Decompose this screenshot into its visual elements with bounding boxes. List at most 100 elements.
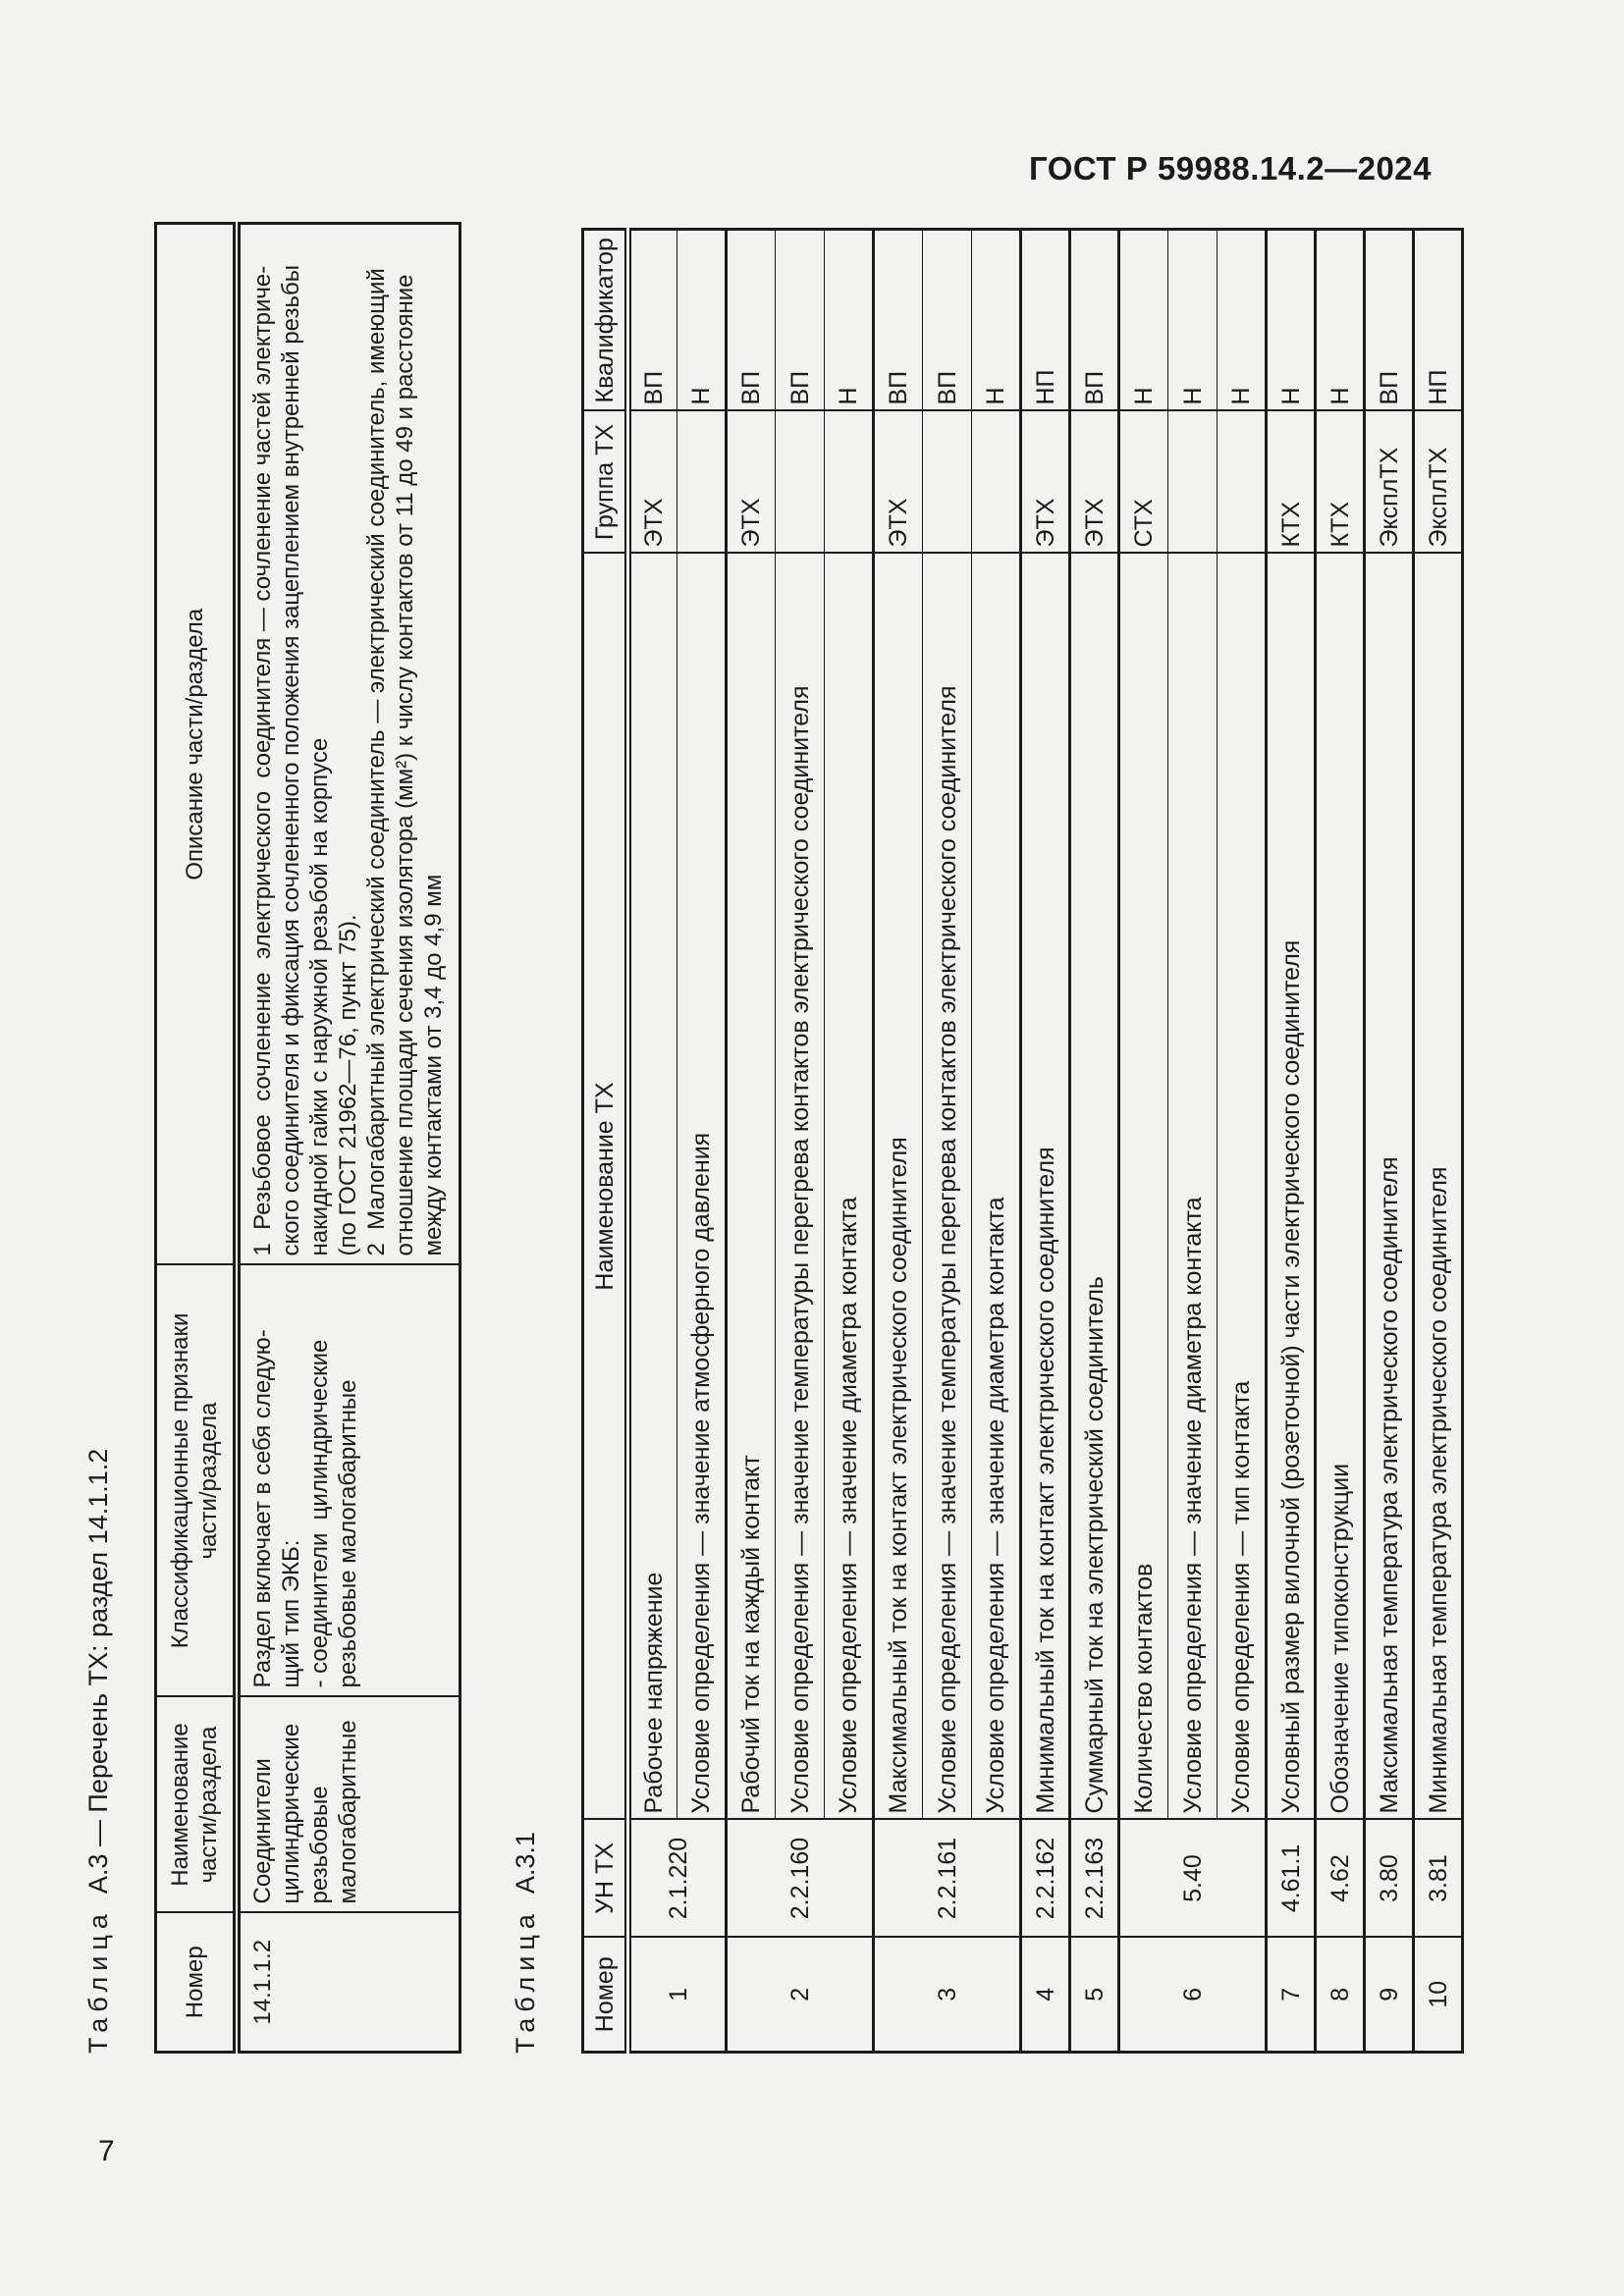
tx-name-cell: Рабочий ток на каждый контакт [726,553,776,1820]
tx-name-cell: Условие определения — значение температу… [775,553,825,1820]
row-number-cell: 9 [1364,1937,1414,2053]
un-tx-code-cell: 5.40 [1118,1819,1267,1938]
table-a3-title-word: Таблица [83,1908,113,2054]
table-a3-rotated-block: Таблица А.3 — Перечень ТХ: раздел 14.1.1… [83,222,461,2054]
page-number: 7 [98,2135,115,2167]
part-description-cell: 1 Резьбовое сочленение электрического со… [236,223,460,1265]
table-row: Условие определения — значение температу… [922,229,972,2053]
tx-name-cell: Условие определения — тип контакта [1217,553,1267,1820]
un-tx-code-cell: 2.2.160 [726,1819,874,1938]
row-number-cell: 2 [726,1937,874,2053]
qualifier-cell: Н [824,229,874,411]
table-row: 5 2.2.163 Суммарный ток на электрический с… [1069,229,1119,2053]
tx-name-cell: Условие определения — значение диаметра … [824,553,874,1820]
qualifier-cell: ВП [726,229,776,411]
un-tx-code-cell: 2.2.162 [1020,1819,1070,1938]
row-number-cell: 1 [627,1937,727,2053]
table-row: 1 2.1.220 Рабочее напряжение ЭТХ ВП [627,229,727,2053]
tx-name-cell: Минимальная температура электрического с… [1413,553,1463,1820]
tx-group-cell: ЭТХ [873,410,923,554]
table-a3-body: 14.1.1.2 Соединители цилиндрические резь… [236,223,460,2053]
un-tx-code-cell: 2.2.163 [1069,1819,1119,1938]
tx-group-cell: ЭТХ [1069,410,1119,554]
row-number-cell: 3 [873,1937,1021,2053]
qualifier-cell: Н [1266,229,1316,411]
part-number-cell: 14.1.1.2 [236,1912,460,2053]
table-row: Условие определения — значение температу… [775,229,825,2053]
tx-name-cell: Условие определения — значение атмосферн… [677,553,727,1820]
qualifier-cell: НП [1413,229,1463,411]
tx-group-cell: ЭксплТХ [1413,410,1463,554]
tx-group-cell [1167,410,1218,554]
table-row: Условие определения — значение диаметра … [971,229,1021,2053]
part-name-cell: Соединители цилиндрические резьбовые мал… [236,1696,460,1913]
tx-group-cell: КТХ [1266,410,1316,554]
table-row: 10 3.81 Минимальная температура электричес… [1413,229,1463,2053]
table-row: 7 4.61.1 Условный размер вилочной (розеточ… [1266,229,1316,2053]
un-tx-code-cell: 3.81 [1413,1819,1463,1938]
un-tx-code-cell: 4.61.1 [1266,1819,1316,1938]
qualifier-cell: Н [1217,229,1267,411]
table-a31-rotated-block: Таблица А.3.1 Номер УН ТХ Наименование Т… [511,228,1464,2054]
tx-group-cell: ЭТХ [627,410,677,554]
un-tx-code-cell: 3.80 [1364,1819,1414,1938]
tx-group-cell [971,410,1021,554]
table-row: 6 5.40 Количество контактов СТХ Н [1118,229,1267,2053]
qualifier-cell: Н [677,229,727,411]
tx-group-cell: КТХ [1315,410,1365,554]
table-a31: Номер УН ТХ Наименование ТХ Группа ТХ Кв… [581,228,1464,2054]
tx-name-cell: Обозначение типоконструкции [1315,553,1365,1820]
row-number-cell: 8 [1315,1937,1365,2053]
tx-name-cell: Суммарный ток на электрический соедините… [1069,553,1119,1820]
tx-name-cell: Условный размер вилочной (розеточной) ча… [1266,553,1316,1820]
un-tx-code-cell: 4.62 [1315,1819,1365,1938]
tx-name-cell: Условие определения — значение температу… [922,553,972,1820]
tx-name-cell: Максимальная температура электрического … [1364,553,1414,1820]
table-a3-title-text: А.3 — Перечень ТХ: раздел 14.1.1.2 [83,1448,113,1895]
qualifier-cell: Н [1118,229,1168,411]
column-header-tx-name: Наименование ТХ [582,553,628,1820]
tx-group-cell [922,410,972,554]
tx-group-cell: ЭТХ [726,410,776,554]
table-row: Условие определения — значение атмосферн… [677,229,727,2053]
table-row: 14.1.1.2 Соединители цилиндрические резь… [236,223,460,2053]
tx-group-cell: СТХ [1118,410,1168,554]
table-a31-body: 1 2.1.220 Рабочее напряжение ЭТХ ВП Условие о… [627,229,1463,2053]
qualifier-cell: ВП [775,229,825,411]
tx-group-cell [677,410,727,554]
qualifier-cell: ВП [873,229,923,411]
table-row: 8 4.62 Обозначение типоконструкции КТХ Н [1315,229,1365,2053]
row-number-cell: 4 [1020,1937,1070,2053]
qualifier-cell: Н [1315,229,1365,411]
tx-name-cell: Количество контактов [1118,553,1168,1820]
qualifier-cell: ВП [922,229,972,411]
column-header-classification-features: Классификационные признаки части/раздела [155,1264,237,1697]
column-header-qualifier: Квалификатор [582,229,628,411]
table-row: Условие определения — значение диаметра … [1167,229,1218,2053]
tx-name-cell: Рабочее напряжение [627,553,677,1820]
table-a31-title-word: Таблица [511,1908,540,2054]
table-a31-header-row: Номер УН ТХ Наименование ТХ Группа ТХ Кв… [582,229,628,2053]
tx-name-cell: Условие определения — значение диаметра … [1167,553,1218,1820]
table-row: Условие определения — значение диаметра … [824,229,874,2053]
qualifier-cell: ВП [627,229,677,411]
classification-features-cell: Раздел включает в себя следую- щий тип Э… [236,1264,460,1697]
qualifier-cell: НП [1020,229,1070,411]
rotated-table-a3-region: Таблица А.3 — Перечень ТХ: раздел 14.1.1… [83,222,461,2054]
qualifier-cell: Н [971,229,1021,411]
table-row: Условие определения — тип контакта Н [1217,229,1267,2053]
table-a31-title-text: А.3.1 [511,1832,540,1895]
tx-group-cell [1217,410,1267,554]
qualifier-cell: Н [1167,229,1218,411]
column-header-tx-group: Группа ТХ [582,410,628,554]
un-tx-code-cell: 2.2.161 [873,1819,1021,1938]
standard-designation-header: ГОСТ Р 59988.14.2—2024 [1028,150,1432,187]
column-header-part-description: Описание части/раздела [155,223,237,1265]
column-header-part-name: Наименование части/раздела [155,1696,237,1913]
tx-name-cell: Минимальный ток на контакт электрическог… [1020,553,1070,1820]
row-number-cell: 6 [1118,1937,1267,2053]
qualifier-cell: ВП [1364,229,1414,411]
table-row: 9 3.80 Максимальная температура электричес… [1364,229,1414,2053]
tx-group-cell [824,410,874,554]
